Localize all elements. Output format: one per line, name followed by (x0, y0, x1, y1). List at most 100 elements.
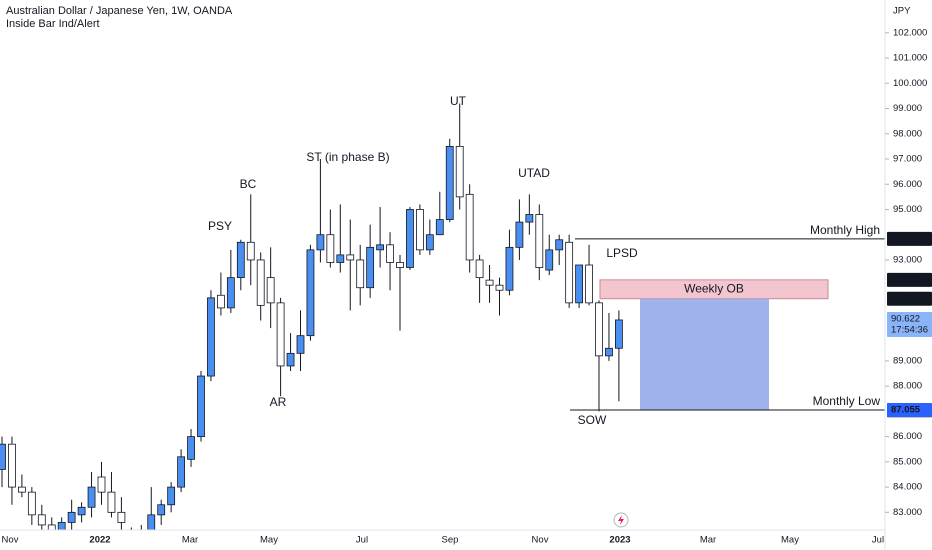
candle-body (535, 214, 544, 268)
level-label: Monthly Low (813, 394, 881, 408)
y-tick-label: 84.000 (893, 482, 922, 493)
candle-body (445, 145, 454, 220)
y-tick-label: 101.000 (893, 53, 927, 64)
candle-body (346, 254, 355, 261)
candle-body (17, 486, 26, 493)
x-tick-label: May (260, 535, 278, 546)
candle-body (356, 259, 365, 289)
candle-body (425, 234, 434, 251)
candle-body (157, 504, 166, 516)
candle-body (366, 246, 375, 289)
candle-body (37, 514, 46, 526)
candle-body (0, 443, 6, 470)
level-price-label-bg (887, 402, 932, 417)
y-tick-label: 93.000 (893, 254, 922, 265)
price-label-bg (887, 291, 932, 306)
candle-body (207, 297, 215, 377)
candle-body (575, 264, 583, 304)
candle-body (465, 193, 474, 261)
y-tick-label: 85.000 (893, 456, 922, 467)
candle-body (8, 443, 16, 488)
candle-body (316, 234, 325, 251)
candle-body (286, 352, 295, 367)
zone-label: Weekly OB (684, 281, 744, 295)
price-label: 92.212 (891, 274, 920, 285)
zone (640, 298, 769, 410)
x-tick-label: Jul (872, 535, 884, 546)
chart-subtitle: Inside Bar Ind/Alert (6, 18, 100, 30)
candle-body (396, 262, 404, 268)
candle-body (605, 347, 613, 357)
candle-body (57, 522, 66, 530)
candle-body (97, 476, 106, 493)
annotation: SOW (578, 413, 607, 427)
chart-title: Australian Dollar / Japanese Yen, 1W, OA… (6, 5, 233, 17)
event-icon-bolt (618, 515, 624, 525)
currency: JPY (893, 6, 911, 17)
y-tick-label: 83.000 (893, 507, 922, 518)
candle-body (47, 524, 56, 530)
candle-body (147, 514, 156, 530)
zone (599, 279, 829, 300)
candle-body (595, 302, 603, 357)
candle-body (107, 491, 116, 513)
candle-body (197, 375, 205, 438)
countdown: 17:54:36 (891, 324, 928, 335)
candle-body (376, 244, 385, 251)
candle-body (296, 335, 305, 354)
candle-body (585, 264, 593, 304)
y-tick-label: 86.000 (893, 431, 922, 442)
candle-body (27, 491, 36, 516)
x-tick-label: May (781, 535, 799, 546)
candle-body (495, 284, 504, 291)
candle-body (515, 221, 524, 248)
y-tick-label: 96.000 (893, 179, 922, 190)
candle-body (386, 244, 394, 263)
candle-body (406, 209, 414, 268)
candle-body (505, 246, 514, 291)
candle-body (246, 241, 255, 261)
candle-body (475, 259, 484, 279)
y-tick-label: 98.000 (893, 128, 922, 139)
x-tick-label: 2023 (609, 535, 630, 546)
candle-body (565, 241, 574, 304)
x-tick-label: Nov (532, 535, 549, 546)
y-tick-label: 99.000 (893, 103, 922, 114)
x-tick-label: Mar (182, 535, 198, 546)
y-tick-label: 89.000 (893, 355, 922, 366)
annotation: ST (in phase B) (306, 150, 389, 164)
level-price-label: 87.055 (891, 405, 921, 416)
candle-body (87, 486, 96, 508)
annotation: UT (450, 94, 467, 108)
candle-body (306, 249, 315, 337)
candle-body (128, 538, 135, 543)
candle-body (266, 277, 275, 304)
candle-body (435, 219, 444, 236)
y-tick-label: 97.000 (893, 154, 922, 165)
x-tick-label: Mar (700, 535, 716, 546)
candle-body (226, 277, 235, 309)
price-label-bg (887, 272, 932, 287)
annotation: BC (240, 177, 257, 191)
candle-body (177, 456, 186, 488)
candle-body (236, 241, 245, 279)
y-tick-label: 100.000 (893, 78, 927, 89)
candle-body (326, 234, 335, 263)
candle-body (216, 294, 225, 309)
candle-body (256, 259, 265, 306)
x-tick-label: Jul (356, 535, 368, 546)
x-tick-label: 2022 (89, 535, 110, 546)
annotation: AR (270, 395, 287, 409)
candle-body (138, 533, 145, 543)
candle-body (455, 145, 464, 198)
current-price: 90.622 (891, 313, 920, 324)
candle-body (77, 506, 86, 516)
price-label: 91.464 (891, 293, 921, 304)
candle-body (545, 249, 554, 271)
candle-body (336, 254, 345, 263)
annotation: LPSD (606, 246, 638, 260)
candle-body (276, 302, 285, 367)
candle-body (415, 209, 424, 251)
plot-area (0, 103, 885, 543)
